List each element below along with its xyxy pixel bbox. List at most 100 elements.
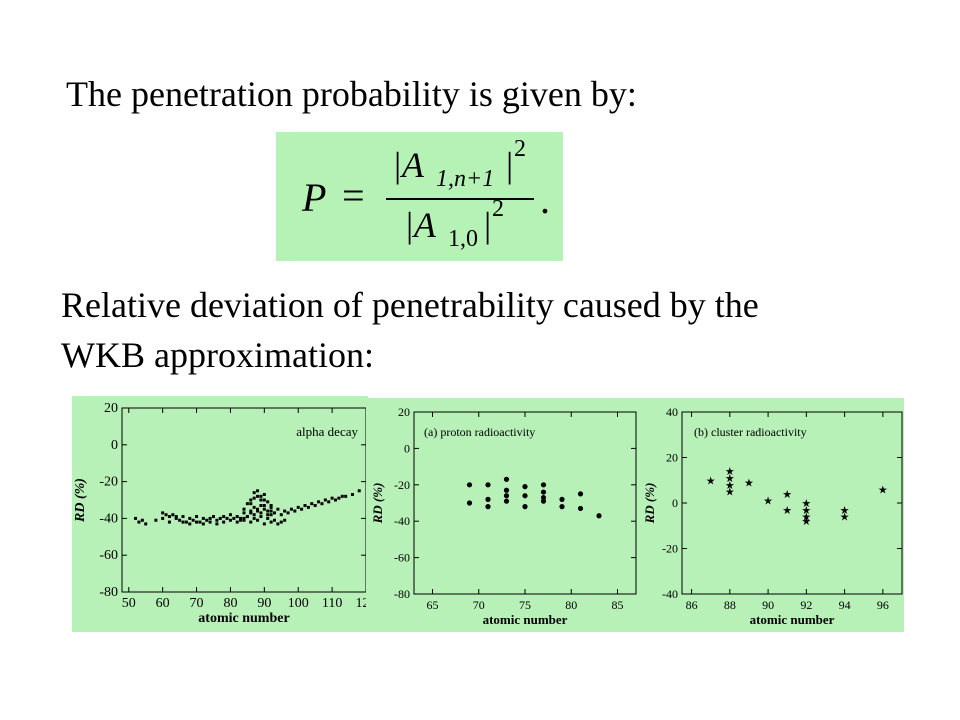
data-point [276,507,280,511]
data-point [235,520,239,524]
data-point [266,516,270,520]
data-point [212,515,215,519]
x-tick-label: 65 [427,598,439,612]
heading-relative-deviation: Relative deviation of penetrability caus… [61,285,759,325]
data-point [256,507,260,511]
data-point [279,520,283,524]
data-point [503,476,510,482]
data-point [249,511,253,515]
data-point [522,484,528,490]
data-point: ★ [878,484,888,496]
x-tick-label: 60 [156,596,170,611]
data-point [522,493,528,499]
data-point [242,507,246,511]
data-point [167,520,171,524]
data-point [259,494,263,498]
data-point [161,511,165,515]
formula-box: P = |A 1,n+1 | 2 |A 1,0 | 2 . [276,132,563,261]
data-point [215,522,219,526]
heading-penetration-probability: The penetration probability is given by: [66,74,637,114]
data-point: ★ [801,516,811,528]
data-point [242,511,246,515]
x-tick-label: 50 [122,596,136,611]
x-axis-label: atomic number [750,612,835,627]
formula-denominator-subscript: 1,0 [448,226,478,252]
data-point [269,520,273,524]
x-tick-label: 96 [877,598,889,612]
x-tick-label: 110 [322,596,342,611]
data-point [239,518,243,522]
x-tick-label: 90 [762,598,774,612]
data-point [249,509,253,513]
data-point [283,509,287,513]
data-point [256,494,260,498]
data-point [334,498,337,502]
data-point [522,504,528,510]
data-point [256,489,260,493]
data-point [262,507,266,511]
y-tick-label: -60 [99,548,118,563]
y-axis-label: RD (%) [370,483,385,525]
data-point [344,494,348,498]
y-tick-label: -60 [394,551,410,565]
data-point [577,491,584,497]
data-point [252,496,256,500]
panel-proton-radioactivity: 65 70 75 80 85 20 0 -20 -40 -60 -80 atomic number RD… [366,398,644,632]
data-point [178,518,182,522]
y-tick-label: 0 [672,496,678,510]
data-point [201,522,205,526]
data-point [269,513,273,517]
data-point [350,492,354,496]
data-point [256,518,260,522]
panel-alpha-decay: 5060708090100110120200-20-40-60-80atomic… [72,396,377,632]
y-tick-label: -40 [662,587,678,601]
y-tick-label: 20 [104,401,118,416]
data-point [300,507,304,511]
formula-period: . [540,177,550,222]
data-point [540,498,547,504]
data-point [259,515,263,519]
data-point [503,493,510,499]
data-point [242,518,246,522]
data-point: ★ [840,512,850,524]
data-point [273,518,276,522]
data-point [357,489,361,493]
data-point [181,520,185,524]
data-point [259,504,263,508]
data-point [317,500,321,504]
y-tick-label: 40 [666,405,678,419]
data-point: ★ [763,496,773,508]
data-point [540,489,547,495]
cluster-radioactivity-chart: 86 88 90 92 94 96 40 20 0 -20 -40 atomic number RD (… [642,405,903,627]
chart-annotation: alpha decay [296,424,358,439]
data-point: ★ [744,478,754,490]
data-point [137,520,141,524]
data-point [485,482,491,488]
data-point [249,520,253,524]
data-point [154,518,158,522]
data-point [262,498,266,502]
y-axis-label: RD (%) [642,483,657,525]
data-point [215,518,219,522]
x-tick-label: 100 [288,596,309,611]
data-point [218,516,222,520]
data-point [266,500,270,504]
data-point [242,516,246,520]
data-point [540,482,547,488]
data-point [239,516,243,520]
data-point [269,504,273,508]
data-point [262,492,266,496]
data-point [559,504,565,510]
chart-annotation: (a) proton radioactivity [424,425,535,439]
data-point: ★ [801,512,811,524]
formula-denominator-close: | [484,205,492,245]
data-point [161,516,165,520]
data-point [259,511,263,515]
data-point [337,496,341,500]
x-tick-label: 92 [800,598,812,612]
data-point [164,513,168,517]
data-point [559,496,565,502]
x-axis-label: atomic number [483,612,568,627]
data-point [327,500,331,504]
x-axis-label: atomic number [198,611,289,626]
